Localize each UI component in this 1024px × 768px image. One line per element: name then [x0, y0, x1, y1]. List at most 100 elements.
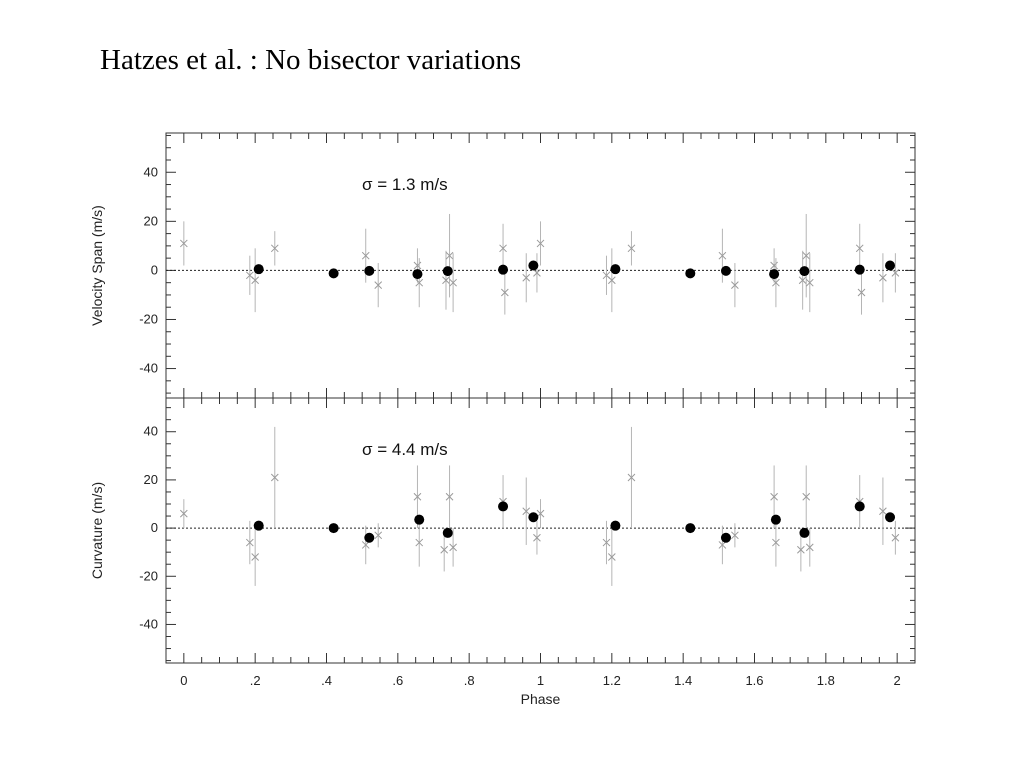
mean-point: [769, 269, 780, 280]
x-tick-label: 1: [537, 673, 544, 688]
mean-point: [414, 514, 425, 525]
y-tick-label: -20: [139, 311, 158, 326]
mean-point: [720, 532, 731, 543]
cross-point: [449, 278, 457, 287]
cross-point: [857, 288, 866, 297]
cross-point: [891, 269, 900, 277]
mean-point: [799, 266, 810, 277]
cross-point: [731, 281, 739, 289]
cross-point: [879, 507, 887, 516]
cross-point: [442, 276, 450, 285]
cross-point: [607, 553, 616, 561]
cross-point: [770, 261, 778, 270]
mean-point: [610, 520, 621, 531]
velocity-span-panel: -40 -20 0 20 40 Velocity Span (m/s) σ = 1.3 m/…: [89, 133, 915, 398]
slide-title: Hatzes et al. : No bisector variations: [100, 44, 522, 76]
cross-point: [798, 276, 807, 285]
cross-point: [533, 533, 541, 542]
sigma-annotation: σ = 4.4 m/s: [362, 440, 448, 459]
cross-point: [374, 281, 383, 289]
cross-point: [522, 273, 531, 282]
cross-point: [179, 509, 188, 518]
cross-point: [536, 239, 545, 248]
mean-point: [885, 260, 896, 271]
mean-point: [610, 264, 621, 275]
cross-point: [627, 244, 636, 253]
cross-point: [270, 473, 279, 482]
cross-point: [179, 239, 188, 248]
cross-point: [805, 543, 814, 552]
cross-point: [797, 545, 805, 554]
mean-point: [854, 501, 865, 512]
cross-point: [361, 541, 370, 549]
cross-point: [602, 538, 611, 547]
cross-point: [251, 553, 260, 561]
cross-point: [245, 538, 254, 547]
mean-point: [328, 268, 339, 279]
y-tick-label: 40: [144, 164, 158, 179]
y-axis-label: Curvature (m/s): [89, 482, 105, 579]
curvature-panel: -40 -20 0 20 40 0 .2 .4 .6 .8 1 1.2 1.4 1.6 1.8 2 Phase C…: [89, 398, 915, 707]
x-tick-label: 1.8: [817, 673, 835, 688]
mean-point: [253, 264, 264, 275]
x-tick-label: 1.4: [674, 673, 692, 688]
cross-point: [374, 531, 383, 540]
cross-point: [607, 276, 616, 285]
y-tick-label: -20: [139, 568, 158, 583]
cross-point: [445, 251, 454, 260]
cross-point: [499, 244, 507, 253]
cross-point: [251, 276, 260, 285]
y-tick-label: 0: [151, 262, 158, 277]
x-tick-label: .4: [321, 673, 332, 688]
y-tick-label: 0: [151, 520, 158, 535]
cross-point: [415, 538, 424, 547]
cross-point: [440, 545, 449, 554]
cross-point: [718, 541, 727, 549]
cross-point: [361, 251, 370, 260]
x-tick-label: 0: [180, 673, 187, 688]
x-tick-label: .2: [250, 673, 261, 688]
sigma-annotation: σ = 1.3 m/s: [362, 175, 448, 194]
mean-point: [498, 501, 509, 512]
y-tick-label: -40: [139, 361, 158, 376]
mean-point: [528, 512, 539, 523]
y-tick-label: -40: [139, 616, 158, 631]
y-tick-label: 20: [144, 213, 158, 228]
y-tick-label: 20: [144, 472, 158, 487]
mean-point: [854, 264, 865, 275]
cross-point: [855, 244, 864, 253]
cross-point: [891, 533, 900, 542]
mean-point: [685, 523, 696, 534]
y-axis-label: Velocity Span (m/s): [89, 205, 105, 326]
x-tick-label: 1.6: [745, 673, 763, 688]
cross-point: [770, 492, 778, 501]
cross-point: [802, 492, 811, 501]
mean-point: [442, 527, 453, 538]
cross-point: [413, 492, 422, 501]
cross-point: [449, 543, 457, 552]
cross-point: [413, 261, 422, 270]
cross-point: [718, 251, 727, 260]
mean-point: [364, 265, 375, 276]
x-tick-label: 1.2: [603, 673, 621, 688]
mean-point: [364, 532, 375, 543]
y-tick-label: 40: [144, 424, 158, 439]
cross-point: [500, 288, 509, 297]
mean-point: [528, 260, 539, 271]
cross-point: [533, 269, 541, 277]
mean-point: [412, 269, 423, 280]
cross-point: [627, 473, 636, 482]
cross-point: [445, 492, 454, 501]
mean-point: [498, 264, 509, 275]
mean-point: [885, 512, 896, 523]
mean-point: [253, 520, 264, 531]
cross-point: [772, 278, 780, 287]
mean-point: [685, 268, 696, 279]
cross-point: [805, 278, 814, 287]
x-axis-label: Phase: [521, 691, 561, 707]
cross-point: [522, 507, 531, 516]
cross-point: [879, 273, 887, 282]
mean-point: [799, 527, 810, 538]
mean-point: [442, 266, 453, 277]
